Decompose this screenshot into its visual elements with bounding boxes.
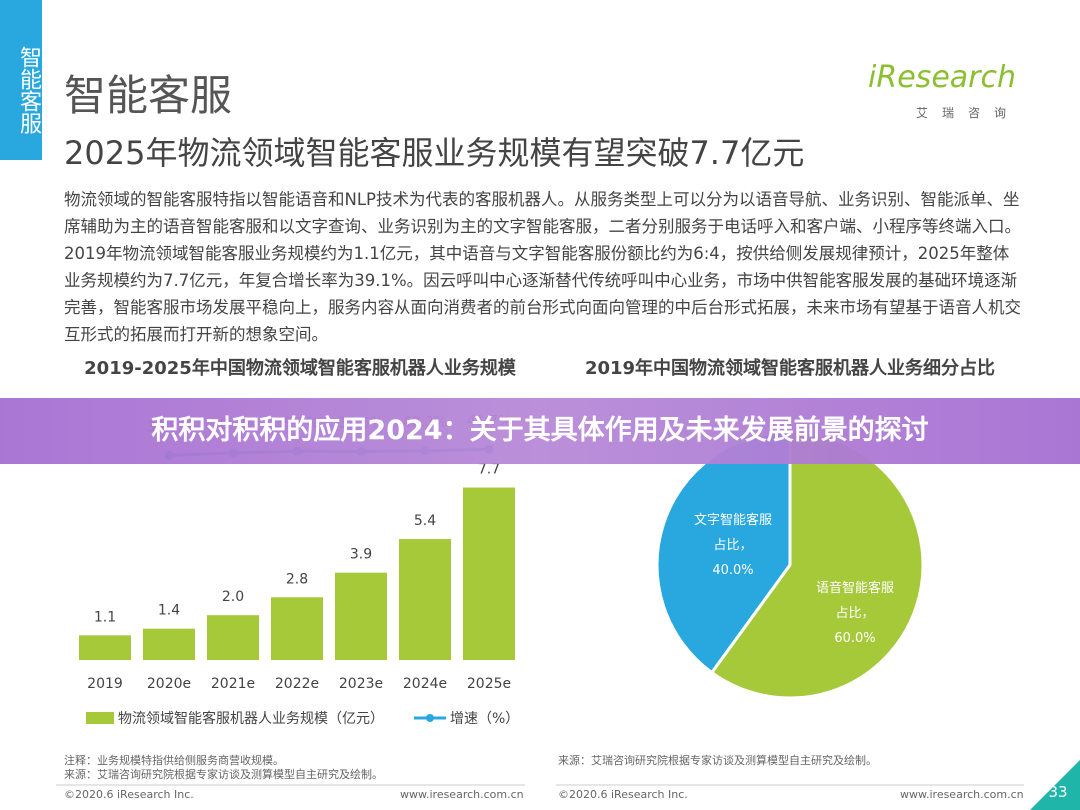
x-tick-label: 2020e [147, 676, 191, 692]
legend-swatch [426, 714, 434, 722]
side-tab-text: 智能客服 [16, 46, 41, 134]
legend-swatch [86, 712, 114, 724]
pie-label: 文字智能客服占比， 40.0% [690, 508, 776, 583]
logo: iResearch [868, 60, 1016, 95]
note: 注释：业务规模特指供给侧服务商营收规模。 [64, 754, 284, 767]
note: 来源：艾瑞咨询研究院根据专家访谈及测算模型自主研究及绘制。 [558, 754, 877, 767]
bar [79, 635, 131, 660]
logo-sub: 艾瑞咨询 [915, 106, 1020, 120]
section-title: 智能客服 [64, 71, 233, 120]
bar-value-label: 2.8 [286, 571, 308, 587]
url: www.iresearch.com.cn [900, 788, 1024, 801]
chart-title: 2019年中国物流领域智能客服机器人业务细分占比 [584, 358, 996, 379]
legend-label: 物流领域智能客服机器人业务规模（亿元） [118, 710, 384, 727]
bar [399, 539, 451, 660]
headline: 2025年物流领域智能客服业务规模有望突破7.7亿元 [64, 134, 805, 172]
x-tick-label: 2022e [275, 676, 319, 692]
x-tick-label: 2025e [467, 676, 511, 692]
banner: 积积对积积的应用2024：关于其具体作用及未来发展前景的探讨 [0, 398, 1080, 464]
corner [1030, 760, 1080, 810]
paragraph: 物流领域的智能客服特指以智能语音和NLP技术为代表的客服机器人。从服务类型上可以… [64, 190, 1021, 344]
chart-title: 2019-2025年中国物流领域智能客服机器人业务规模 [84, 358, 516, 379]
pie-category: 文字智能客服占比， [693, 513, 772, 553]
x-tick-label: 2023e [339, 676, 383, 692]
copyright: ©2020.6 iResearch Inc. [558, 788, 688, 801]
pie-value-label: 60.0% [834, 631, 876, 646]
pie-value-label: 40.0% [712, 563, 754, 578]
bar [143, 628, 195, 660]
bar-value-label: 3.9 [350, 547, 372, 563]
bar-value-label: 1.1 [94, 609, 116, 625]
bar [271, 597, 323, 660]
pie-label: 语音智能客服占比， 60.0% [812, 576, 898, 651]
page-number: 33 [1048, 783, 1067, 801]
bar [207, 615, 259, 660]
bar-value-label: 2.0 [222, 589, 244, 605]
legend-label: 增速（%） [450, 711, 519, 727]
bar-value-label: 1.4 [158, 603, 180, 619]
pie-category: 语音智能客服占比， [815, 581, 894, 621]
bar [335, 572, 387, 660]
bar-value-label: 5.4 [414, 513, 436, 529]
bar [463, 487, 515, 660]
note: 来源：艾瑞咨询研究院根据专家访谈及测算模型自主研究及绘制。 [64, 768, 383, 781]
bar-value-label: 7.7 [478, 462, 500, 478]
copyright: ©2020.6 iResearch Inc. [64, 788, 194, 801]
x-tick-label: 2024e [403, 676, 447, 692]
x-tick-label: 2019 [87, 676, 123, 692]
url: www.iresearch.com.cn [400, 788, 524, 801]
side-tab: 智能客服 [0, 0, 42, 160]
x-tick-label: 2021e [211, 676, 255, 692]
